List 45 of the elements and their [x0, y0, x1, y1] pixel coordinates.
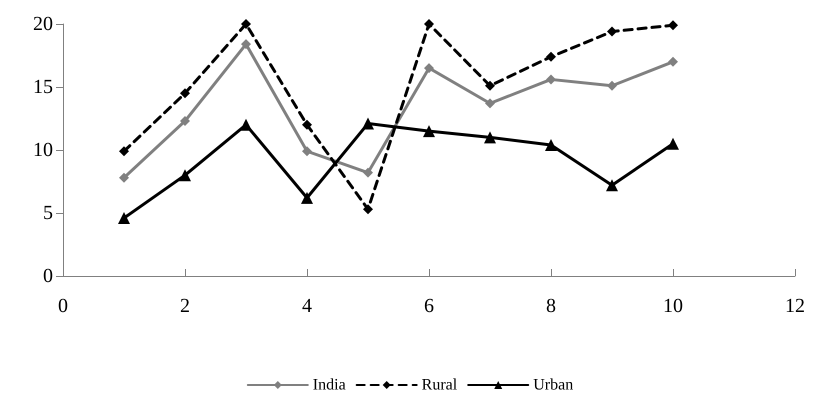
x-tick-label: 12: [785, 295, 805, 317]
y-tick-label: 10: [33, 139, 53, 161]
point: [302, 120, 312, 130]
point: [362, 118, 374, 130]
point: [485, 80, 495, 91]
point: [179, 169, 191, 182]
point: [484, 131, 496, 144]
x-tick-label: 6: [424, 295, 434, 317]
point: [241, 19, 251, 29]
x-tick-label: 10: [663, 295, 683, 317]
point: [180, 88, 190, 98]
x-tick-label: 8: [546, 295, 556, 317]
point: [180, 116, 190, 126]
y-tick-label: 0: [43, 265, 53, 287]
point: [119, 172, 129, 183]
point: [423, 125, 435, 138]
point: [607, 26, 617, 37]
point: [668, 56, 678, 67]
point: [240, 118, 252, 131]
x-tick-label: 2: [180, 295, 190, 317]
point: [607, 80, 617, 91]
point: [546, 74, 556, 84]
legend-label: India: [312, 376, 346, 394]
point: [363, 204, 373, 214]
point: [119, 146, 129, 156]
point: [668, 20, 678, 30]
point: [301, 192, 313, 204]
y-tick-label: 5: [43, 202, 53, 224]
point: [606, 179, 618, 192]
point: [118, 212, 130, 224]
x-tick-label: 4: [302, 295, 312, 317]
legend-label: Urban: [533, 376, 574, 394]
point: [424, 19, 434, 29]
point: [546, 52, 556, 62]
y-tick-label: 20: [33, 13, 53, 35]
point: [241, 39, 251, 50]
legend-label: Rural: [422, 376, 458, 394]
x-tick-label: 0: [58, 295, 68, 317]
point: [545, 138, 557, 151]
y-tick-label: 15: [33, 76, 53, 98]
point: [424, 63, 434, 74]
point: [667, 138, 679, 150]
point: [302, 146, 312, 156]
point: [485, 98, 495, 108]
point: [363, 168, 373, 178]
